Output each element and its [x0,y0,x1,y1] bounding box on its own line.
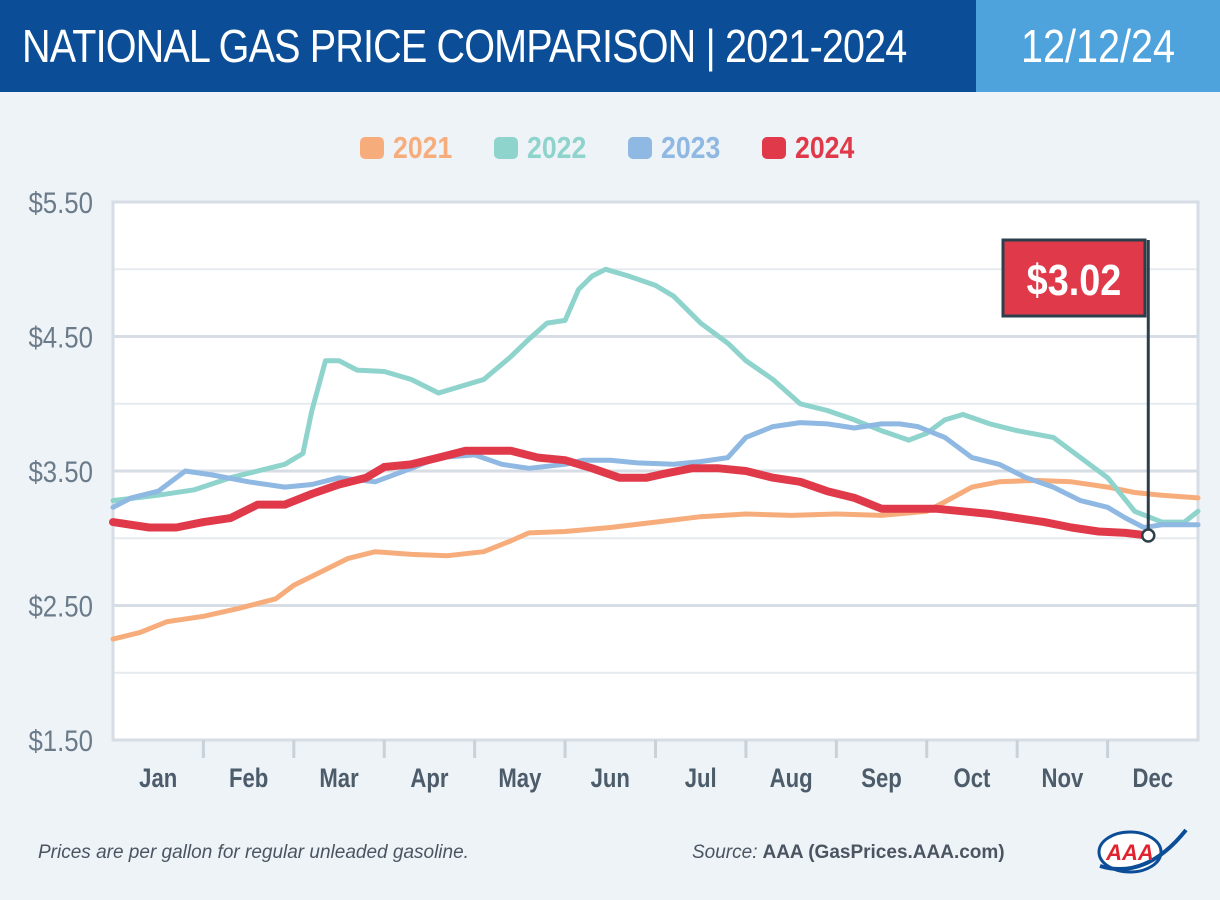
aaa-logo-text: AAA [1105,840,1154,865]
legend-swatch [494,137,518,159]
x-tick-label: Feb [229,764,268,794]
series-line-2024 [109,446,1153,540]
line-chart: 2021 2022 2023 2024 $1.50 $2.50 $3.50 $4.50 $5.… [28,131,1201,794]
x-tick-label: Jul [685,764,717,794]
y-tick-label: $3.50 [28,455,93,488]
legend-label: 2021 [393,131,452,165]
series-line-2023 [110,420,1201,530]
x-tick-label: May [498,764,541,794]
price-callout: $3.02 [1001,238,1156,543]
series-line-2022 [110,266,1201,525]
source-label: Source: [692,842,758,863]
x-tick-label: Apr [410,764,448,794]
source-credit: Source: AAA (GasPrices.AAA.com) [692,842,1005,864]
source-value: AAA (GasPrices.AAA.com) [762,842,1005,863]
callout-point [1141,528,1156,543]
date-label: 12/12/24 [1021,20,1175,72]
legend-label: 2024 [795,131,854,165]
x-tick-label: Jun [591,764,630,794]
y-tick-label: $5.50 [28,186,93,219]
y-axis-ticks: $1.50 $2.50 $3.50 $4.50 $5.50 [28,186,93,757]
legend-label: 2023 [661,131,720,165]
series-line-2021 [110,477,1201,642]
legend-swatch [360,137,384,159]
x-tick-label: Dec [1132,764,1173,794]
y-tick-label: $2.50 [28,590,93,623]
legend-swatch [628,137,652,159]
x-axis-ticks: Jan Feb Mar Apr May Jun Jul Aug Sep Oct Nov Dec [139,740,1173,794]
y-tick-label: $4.50 [28,321,93,354]
header-bar: NATIONAL GAS PRICE COMPARISON | 2021-202… [0,0,1220,92]
date-box: 12/12/24 [976,0,1220,92]
x-tick-label: Aug [770,764,813,794]
x-tick-label: Nov [1041,764,1083,794]
legend: 2021 2022 2023 2024 [360,131,854,166]
x-tick-label: Oct [954,764,991,794]
footnote: Prices are per gallon for regular unlead… [38,842,469,863]
x-tick-label: Mar [319,764,359,794]
y-tick-label: $1.50 [28,724,93,757]
legend-label: 2022 [527,131,586,165]
aaa-logo: AAA [1097,828,1188,874]
callout-label: $3.02 [1027,255,1122,304]
series-lines [109,266,1201,642]
legend-swatch [762,137,786,159]
chart-title: NATIONAL GAS PRICE COMPARISON | 2021-202… [22,20,907,72]
x-tick-label: Jan [139,764,177,794]
x-tick-label: Sep [861,764,902,794]
callout-box [1001,238,1147,318]
